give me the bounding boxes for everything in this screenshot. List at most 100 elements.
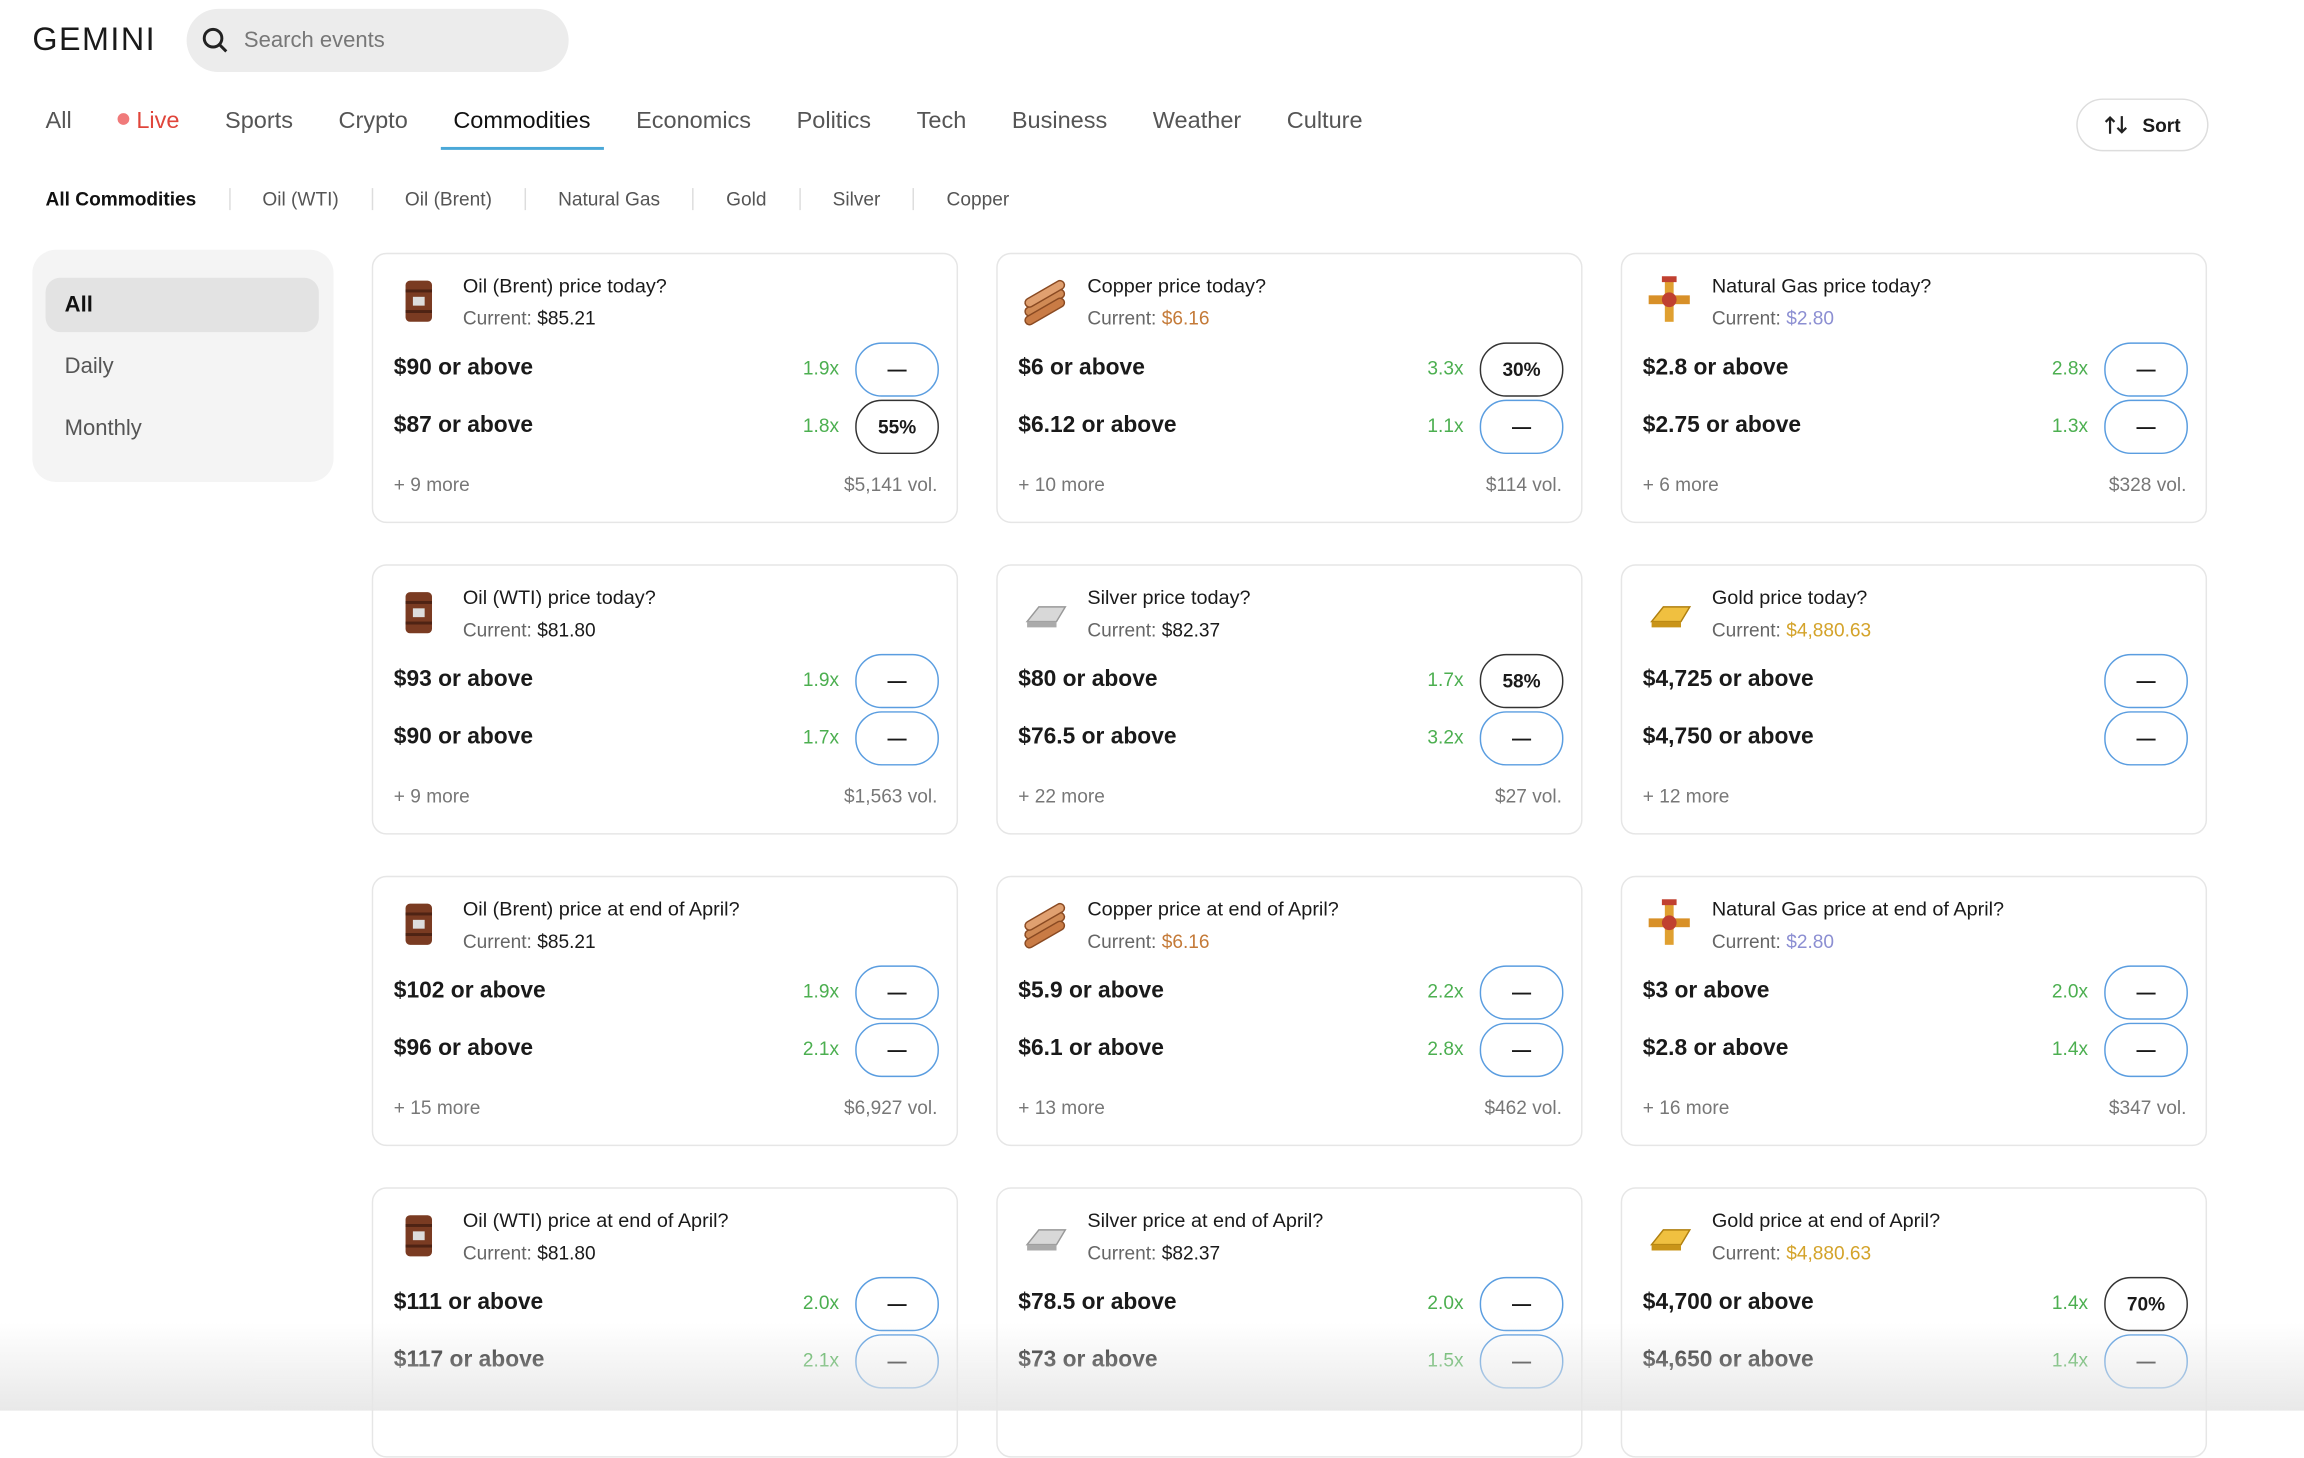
payout-multiplier: 3.2x (1427, 725, 1464, 748)
volume: $6,927 vol. (844, 1096, 938, 1119)
tab[interactable]: Business (1012, 109, 1107, 147)
payout-multiplier: 1.9x (802, 668, 840, 691)
market-card[interactable]: Copper price at end of April? Current: $6… (996, 875, 1583, 1147)
payout-multiplier: 2.8x (2051, 357, 2089, 380)
current-value: $2.80 (1786, 307, 1835, 330)
volume: $114 vol. (1485, 473, 1562, 496)
outcome-button[interactable]: — (2104, 711, 2188, 766)
subtab[interactable]: Oil (WTI) (228, 188, 372, 211)
live-dot (117, 113, 129, 125)
outcome-label: $102 or above (393, 978, 546, 1004)
current-label: Current: (462, 307, 532, 330)
sort-label: Sort (2142, 114, 2181, 137)
commodity-icon (1650, 1229, 1692, 1251)
tab[interactable]: Tech (917, 109, 967, 147)
current-price: Current: $85.21 (463, 930, 596, 952)
subtab[interactable]: All Commodities (45, 188, 197, 211)
market-card[interactable]: Gold price today? Current: $4,880.63 $4,72… (1620, 564, 2208, 835)
outcome-button[interactable]: — (1479, 711, 1564, 766)
card-title: Oil (Brent) price at end of April? (462, 897, 740, 920)
outcome-label: $2.8 or above (1642, 1035, 1789, 1061)
current-price: Current: $6.16 (1087, 307, 1209, 329)
outcome-button[interactable]: — (1479, 399, 1564, 455)
tab[interactable]: Economics (636, 109, 751, 147)
current-value: $4,880.63 (1786, 618, 1872, 641)
outcome-button[interactable]: — (2104, 1022, 2188, 1078)
tab[interactable]: Crypto (339, 109, 408, 147)
card-title: Copper price today? (1087, 274, 1267, 297)
sidebar-item[interactable]: Daily (46, 339, 319, 393)
tab[interactable]: Live (117, 109, 179, 147)
more-outcomes[interactable]: + 13 more (1018, 1096, 1105, 1119)
outcome-button[interactable]: — (855, 711, 939, 766)
market-card[interactable]: Oil (Brent) price at end of April? Curren… (371, 875, 959, 1147)
outcome-button[interactable]: — (2104, 342, 2188, 397)
payout-multiplier: 1.7x (802, 725, 840, 748)
tab-label: Sports (225, 108, 293, 134)
tab[interactable]: Politics (797, 109, 871, 147)
more-outcomes[interactable]: + 9 more (393, 473, 470, 496)
outcome-label: $90 or above (393, 355, 534, 381)
more-outcomes[interactable]: + 16 more (1642, 1096, 1730, 1119)
outcome-button[interactable]: — (1479, 1022, 1564, 1078)
outcome-button[interactable]: — (855, 965, 939, 1020)
more-outcomes[interactable]: + 12 more (1642, 784, 1730, 807)
outcome-button[interactable]: — (2104, 653, 2188, 709)
subtab[interactable]: Oil (Brent) (371, 188, 524, 211)
sidebar-item[interactable]: All (45, 277, 319, 333)
tab[interactable]: All (46, 109, 72, 147)
current-price: Current: $82.37 (1087, 619, 1220, 641)
tab[interactable]: Commodities (440, 109, 605, 150)
more-outcomes[interactable]: + 9 more (393, 784, 470, 807)
market-card[interactable]: Copper price today? Current: $6.16 $6 or a… (996, 252, 1583, 524)
market-card[interactable]: Silver price today? Current: $82.37 $80 or… (996, 564, 1583, 835)
outcome-button[interactable]: — (855, 653, 939, 709)
commodity-icon (1024, 279, 1066, 326)
payout-multiplier: 1.9x (802, 357, 840, 380)
market-card[interactable]: Natural Gas price at end of April? Curren… (1620, 875, 2208, 1147)
subtab[interactable]: Silver (798, 188, 913, 211)
outcome-button[interactable]: 30% (1479, 342, 1564, 397)
search-icon (202, 27, 228, 53)
volume: $1,563 vol. (844, 784, 938, 807)
outcome-label: $80 or above (1018, 667, 1158, 693)
sidebar-item[interactable]: Monthly (46, 401, 319, 455)
current-label: Current: (1711, 1241, 1781, 1264)
outcome-button[interactable]: — (2104, 399, 2188, 455)
current-value: $4,880.63 (1786, 1241, 1872, 1264)
search-placeholder: Search events (243, 27, 385, 53)
market-card[interactable]: Oil (Brent) price today? Current: $85.21 $… (371, 252, 959, 524)
volume: $462 vol. (1484, 1096, 1562, 1119)
subtab[interactable]: Copper (912, 188, 1042, 211)
outcome-button[interactable]: 58% (1479, 653, 1564, 709)
market-card[interactable]: Oil (WTI) price today? Current: $81.80 $93… (371, 564, 959, 835)
outcome-label: $3 or above (1642, 978, 1770, 1004)
tab[interactable]: Sports (225, 109, 293, 147)
commodity-icon (1648, 276, 1690, 322)
outcome-button[interactable]: 55% (855, 399, 939, 455)
outcome-button[interactable]: — (855, 1022, 939, 1078)
tab[interactable]: Culture (1287, 109, 1363, 147)
more-outcomes[interactable]: + 6 more (1642, 473, 1719, 496)
search-box[interactable]: Search events (186, 8, 569, 73)
logo[interactable]: GEMINI (32, 20, 157, 58)
payout-multiplier: 1.7x (1427, 668, 1464, 691)
card-title: Natural Gas price at end of April? (1711, 897, 2005, 920)
subtab[interactable]: Natural Gas (524, 188, 692, 211)
sort-icon (2104, 115, 2128, 134)
subtab[interactable]: Gold (692, 188, 798, 211)
commodity-icon (405, 592, 433, 634)
more-outcomes[interactable]: + 22 more (1018, 784, 1105, 807)
payout-multiplier: 1.8x (802, 414, 840, 437)
outcome-button[interactable]: — (1479, 965, 1564, 1020)
outcome-button[interactable]: — (2104, 965, 2188, 1020)
outcome-button[interactable]: — (855, 342, 939, 397)
tab[interactable]: Weather (1153, 109, 1241, 147)
more-outcomes[interactable]: + 10 more (1018, 473, 1105, 496)
tab-label: All (45, 108, 72, 134)
current-label: Current: (1087, 307, 1157, 330)
more-outcomes[interactable]: + 15 more (393, 1096, 481, 1119)
market-card[interactable]: Natural Gas price today? Current: $2.80 $2… (1620, 252, 2208, 524)
sort-button[interactable]: Sort (2076, 98, 2209, 152)
volume: $347 vol. (2108, 1096, 2187, 1119)
